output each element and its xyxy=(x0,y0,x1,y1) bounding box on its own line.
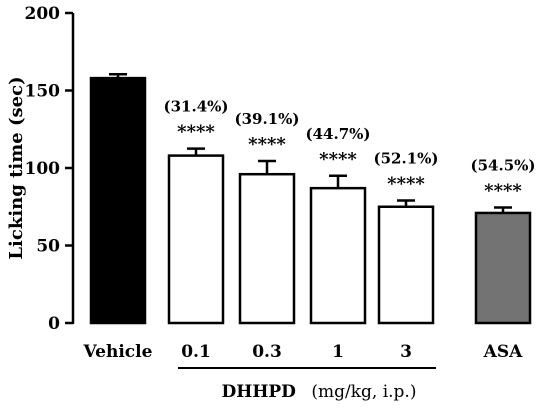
y-ticks: 0 50 100 150 200 xyxy=(25,4,73,334)
y-tick-label: 0 xyxy=(48,314,60,334)
x-category-label: 0.3 xyxy=(252,342,282,362)
x-category-label: 3 xyxy=(400,342,412,362)
x-category-label: 0.1 xyxy=(181,342,211,362)
percent-inhibition-label: (54.5%) xyxy=(471,157,536,175)
dose-group-label: DHHPD (mg/kg, i.p.) xyxy=(222,382,417,402)
x-category-label: Vehicle xyxy=(83,342,153,362)
bar-dose xyxy=(309,186,367,325)
bars-layer xyxy=(89,76,532,325)
y-tick-label: 150 xyxy=(25,82,61,102)
significance-label: **** xyxy=(387,174,425,195)
significance-label: **** xyxy=(248,134,286,155)
y-tick-label: 100 xyxy=(25,159,61,179)
dose-group-unit: (mg/kg, i.p.) xyxy=(311,382,416,402)
percent-inhibition-label: (52.1%) xyxy=(374,150,439,168)
bar-dose xyxy=(377,205,435,325)
y-axis-title: Licking time (sec) xyxy=(6,76,27,259)
annotations: **** (31.4%) **** (39.1%) **** (44.7%) **** (52… xyxy=(164,98,536,202)
dose-group-name: DHHPD xyxy=(222,382,297,402)
significance-label: **** xyxy=(177,122,215,143)
bar-dose xyxy=(167,154,225,325)
percent-inhibition-label: (39.1%) xyxy=(235,110,300,128)
x-category-label: ASA xyxy=(483,342,523,362)
bar-vehicle xyxy=(89,76,147,325)
x-category-label: 1 xyxy=(332,342,344,362)
significance-label: **** xyxy=(484,181,522,202)
category-labels: Vehicle 0.1 0.3 1 3 ASA xyxy=(83,342,524,362)
percent-inhibition-label: (44.7%) xyxy=(306,125,371,143)
dose-group-bracket: DHHPD (mg/kg, i.p.) xyxy=(178,367,436,402)
percent-inhibition-label: (31.4%) xyxy=(164,98,229,116)
y-tick-label: 200 xyxy=(25,4,61,24)
bar-asa xyxy=(474,211,532,325)
significance-label: **** xyxy=(319,149,357,170)
error-bars-layer xyxy=(109,72,512,213)
y-tick-label: 50 xyxy=(36,237,60,257)
bar-dose xyxy=(238,172,296,325)
